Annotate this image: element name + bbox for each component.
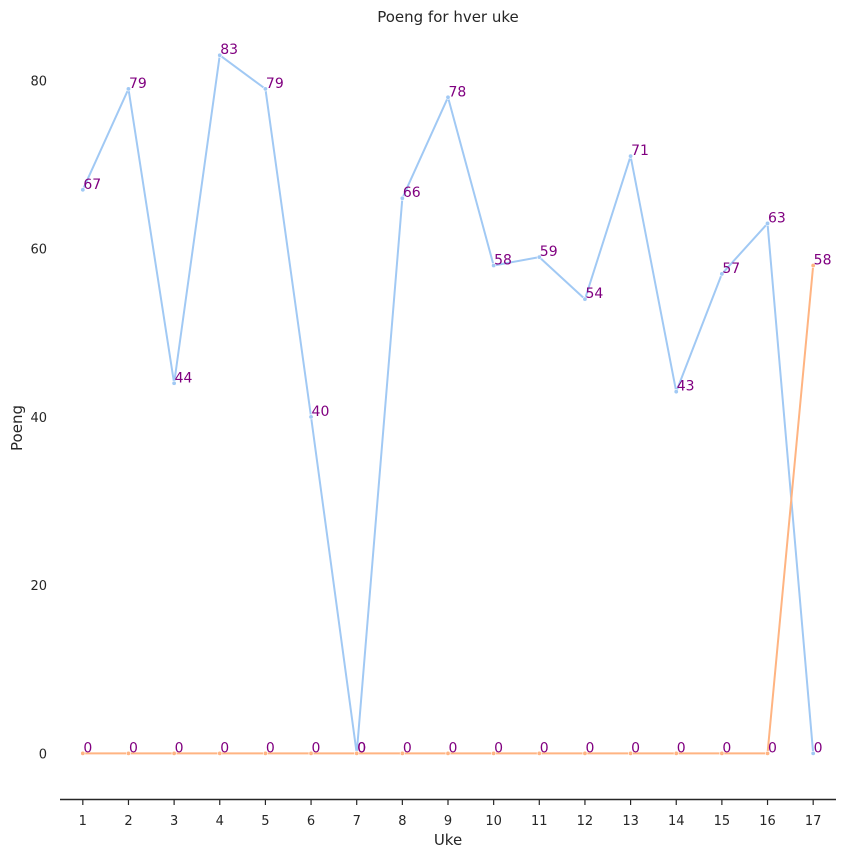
series-2-point	[628, 750, 634, 756]
series-2-data-label: 0	[357, 740, 366, 756]
x-tick-label: 2	[124, 814, 132, 829]
x-tick-label: 16	[759, 814, 776, 829]
x-tick-label: 8	[398, 814, 406, 829]
series-2-point	[262, 750, 268, 756]
x-tick-label: 5	[261, 814, 269, 829]
series-2-data-label: 0	[175, 740, 184, 756]
x-tick-label: 4	[216, 814, 224, 829]
series-2-data-label: 0	[540, 740, 549, 756]
series-1-data-label: 0	[357, 740, 366, 756]
series-2-point	[765, 750, 771, 756]
series-1-data-label: 71	[631, 143, 649, 159]
series-1-data-label: 78	[449, 84, 467, 100]
series-2-point	[719, 750, 725, 756]
series-1-data-label: 66	[403, 185, 421, 201]
y-tick-label: 40	[30, 411, 47, 426]
series-2-data-label: 0	[585, 740, 594, 756]
x-tick-label: 12	[577, 814, 594, 829]
series-2-data-label: 0	[494, 740, 503, 756]
series-2-point	[445, 750, 451, 756]
series-2-data-label: 0	[631, 740, 640, 756]
series-1-point	[536, 254, 542, 260]
series-1-point	[399, 195, 405, 201]
series-2-data-label: 0	[403, 740, 412, 756]
series-2-data-label: 0	[220, 740, 229, 756]
series-2-point	[171, 750, 177, 756]
series-1-data-label: 67	[83, 177, 101, 193]
series-1-point	[217, 52, 223, 58]
series-2-data-label: 58	[814, 253, 832, 269]
series-1-point	[719, 271, 725, 277]
series-2-point	[399, 750, 405, 756]
series-1-data-label: 54	[585, 286, 603, 302]
series-1-point	[445, 94, 451, 100]
x-tick-label: 11	[531, 814, 548, 829]
series-1-data-label: 0	[814, 740, 823, 756]
y-tick-label: 0	[39, 747, 47, 762]
chart-title: Poeng for hver uke	[377, 8, 519, 26]
series-1-data-label: 44	[175, 370, 193, 386]
series-1-point	[80, 187, 86, 193]
series-1-point	[628, 153, 634, 159]
x-ticks: 1 2 3 4 5 6 7 8 9 10 11 12 13 14 15 16 17	[79, 799, 822, 829]
series-1-data-label: 83	[220, 42, 238, 58]
series-2-point	[536, 750, 542, 756]
series-2-data-label: 0	[449, 740, 458, 756]
series-2-data-label: 0	[129, 740, 138, 756]
x-tick-label: 6	[307, 814, 315, 829]
series-2-line	[82, 265, 815, 755]
x-tick-label: 14	[668, 814, 685, 829]
series-2-point	[810, 263, 816, 269]
series-1-data-label: 59	[540, 244, 558, 260]
x-tick-label: 15	[714, 814, 731, 829]
series-2-data-label: 0	[722, 740, 731, 756]
series-2-data-label: 0	[83, 740, 92, 756]
x-tick-label: 3	[170, 814, 178, 829]
x-tick-label: 10	[485, 814, 502, 829]
y-ticks: 0 20 40 60 80	[30, 74, 47, 762]
x-tick-label: 13	[622, 814, 639, 829]
x-axis-label: Uke	[434, 831, 462, 849]
series-1-data-label: 79	[129, 76, 147, 92]
series-1-point	[765, 220, 771, 226]
x-tick-label: 17	[805, 814, 822, 829]
series-2-data-label: 0	[768, 740, 777, 756]
y-axis-label: Poeng	[8, 405, 26, 451]
series-1-point	[262, 86, 268, 92]
series-2-point	[80, 750, 86, 756]
y-tick-label: 60	[30, 243, 47, 258]
series-1-data-label: 43	[677, 379, 695, 395]
series-2-point	[491, 750, 497, 756]
series-2-data-label: 0	[312, 740, 321, 756]
series-1-data-label: 63	[768, 210, 786, 226]
series-1-line	[81, 54, 815, 755]
series-1-data-label: 58	[494, 253, 512, 269]
series-2-point	[582, 750, 588, 756]
plot-area: 67 79 44 83 79 40 0 66 78 58 59 54 71 43 57 63 0 0 0 0 0 0 0 0 0…	[80, 42, 832, 756]
series-2-point	[673, 750, 679, 756]
series-1-data-label: 79	[266, 76, 284, 92]
series-2-point	[354, 750, 360, 756]
y-tick-label: 20	[30, 579, 47, 594]
x-tick-label: 1	[79, 814, 87, 829]
series-2-point	[217, 750, 223, 756]
series-2-point	[308, 750, 314, 756]
series-2-point	[125, 750, 131, 756]
series-1-point	[125, 86, 131, 92]
series-1-point	[308, 414, 314, 420]
series-1-data-label: 57	[722, 261, 740, 277]
series-1-point	[810, 750, 816, 756]
series-1-data-label: 40	[312, 404, 330, 420]
series-2-data-label: 0	[266, 740, 275, 756]
series-1-point	[582, 296, 588, 302]
series-1-point	[171, 380, 177, 386]
series-2-data-label: 0	[677, 740, 686, 756]
series-1-point	[673, 389, 679, 395]
x-tick-label: 9	[444, 814, 452, 829]
y-tick-label: 80	[30, 74, 47, 89]
series-1-point	[491, 263, 497, 269]
x-tick-label: 7	[353, 814, 361, 829]
